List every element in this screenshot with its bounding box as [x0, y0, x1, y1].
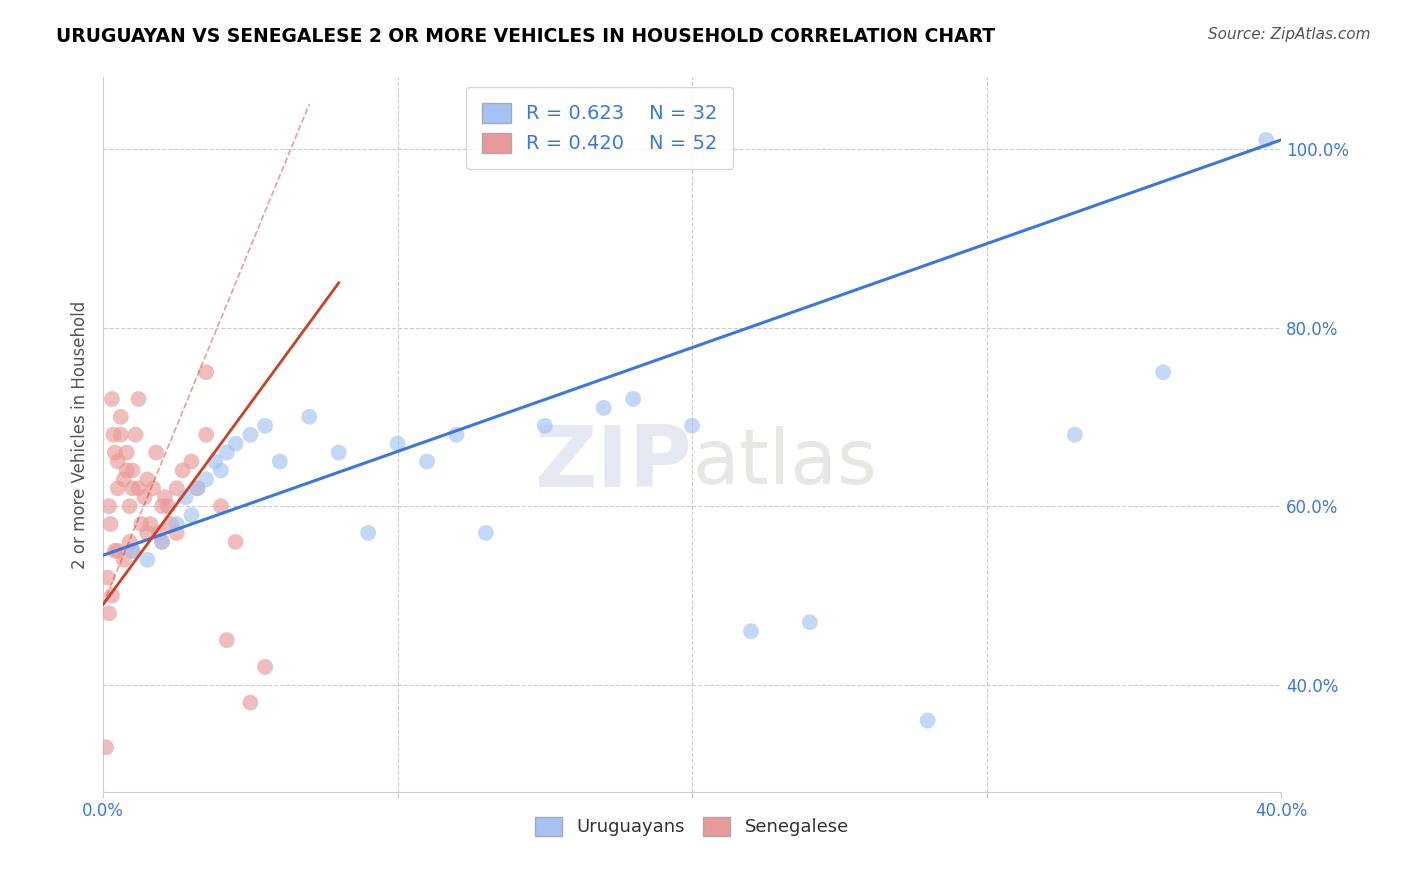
- Point: [136, 472, 159, 486]
- Point: [681, 418, 703, 433]
- Point: [127, 392, 149, 406]
- Point: [298, 409, 321, 424]
- Point: [195, 472, 218, 486]
- Point: [160, 516, 183, 531]
- Point: [107, 454, 129, 468]
- Point: [153, 490, 176, 504]
- Text: Source: ZipAtlas.com: Source: ZipAtlas.com: [1208, 27, 1371, 42]
- Point: [416, 454, 439, 468]
- Point: [166, 481, 188, 495]
- Point: [239, 696, 262, 710]
- Point: [446, 427, 468, 442]
- Point: [145, 445, 167, 459]
- Point: [475, 525, 498, 540]
- Point: [740, 624, 762, 639]
- Point: [110, 409, 132, 424]
- Point: [127, 481, 149, 495]
- Point: [209, 499, 232, 513]
- Point: [118, 534, 141, 549]
- Point: [225, 534, 247, 549]
- Point: [215, 633, 238, 648]
- Point: [121, 481, 143, 495]
- Point: [917, 714, 939, 728]
- Point: [134, 490, 156, 504]
- Point: [112, 553, 135, 567]
- Point: [195, 427, 218, 442]
- Point: [107, 481, 129, 495]
- Point: [115, 445, 138, 459]
- Point: [100, 516, 122, 531]
- Text: atlas: atlas: [692, 426, 877, 500]
- Point: [254, 660, 277, 674]
- Point: [387, 436, 409, 450]
- Point: [215, 445, 238, 459]
- Point: [118, 499, 141, 513]
- Point: [150, 534, 173, 549]
- Point: [174, 490, 197, 504]
- Point: [533, 418, 555, 433]
- Point: [328, 445, 350, 459]
- Point: [225, 436, 247, 450]
- Point: [136, 525, 159, 540]
- Point: [121, 463, 143, 477]
- Point: [142, 481, 165, 495]
- Point: [239, 427, 262, 442]
- Point: [121, 544, 143, 558]
- Point: [254, 418, 277, 433]
- Point: [103, 427, 125, 442]
- Point: [112, 472, 135, 486]
- Point: [1152, 365, 1174, 379]
- Point: [1256, 133, 1278, 147]
- Point: [101, 589, 124, 603]
- Point: [186, 481, 208, 495]
- Point: [799, 615, 821, 630]
- Point: [195, 365, 218, 379]
- Point: [139, 516, 162, 531]
- Point: [131, 516, 153, 531]
- Point: [136, 553, 159, 567]
- Point: [172, 463, 194, 477]
- Point: [156, 499, 179, 513]
- Point: [150, 499, 173, 513]
- Legend: Uruguayans, Senegalese: Uruguayans, Senegalese: [527, 810, 856, 844]
- Text: ZIP: ZIP: [534, 422, 692, 505]
- Point: [110, 427, 132, 442]
- Point: [150, 534, 173, 549]
- Point: [107, 544, 129, 558]
- Point: [148, 525, 170, 540]
- Point: [104, 544, 127, 558]
- Point: [180, 508, 202, 522]
- Point: [209, 463, 232, 477]
- Point: [104, 445, 127, 459]
- Point: [269, 454, 291, 468]
- Text: URUGUAYAN VS SENEGALESE 2 OR MORE VEHICLES IN HOUSEHOLD CORRELATION CHART: URUGUAYAN VS SENEGALESE 2 OR MORE VEHICL…: [56, 27, 995, 45]
- Point: [115, 463, 138, 477]
- Point: [101, 392, 124, 406]
- Point: [121, 544, 143, 558]
- Point: [180, 454, 202, 468]
- Point: [96, 571, 118, 585]
- Point: [98, 499, 121, 513]
- Point: [98, 607, 121, 621]
- Point: [592, 401, 614, 415]
- Point: [357, 525, 380, 540]
- Point: [166, 525, 188, 540]
- Point: [124, 427, 146, 442]
- Point: [186, 481, 208, 495]
- Point: [166, 516, 188, 531]
- Point: [621, 392, 644, 406]
- Point: [204, 454, 226, 468]
- Y-axis label: 2 or more Vehicles in Household: 2 or more Vehicles in Household: [72, 301, 89, 569]
- Point: [1063, 427, 1085, 442]
- Point: [94, 740, 117, 755]
